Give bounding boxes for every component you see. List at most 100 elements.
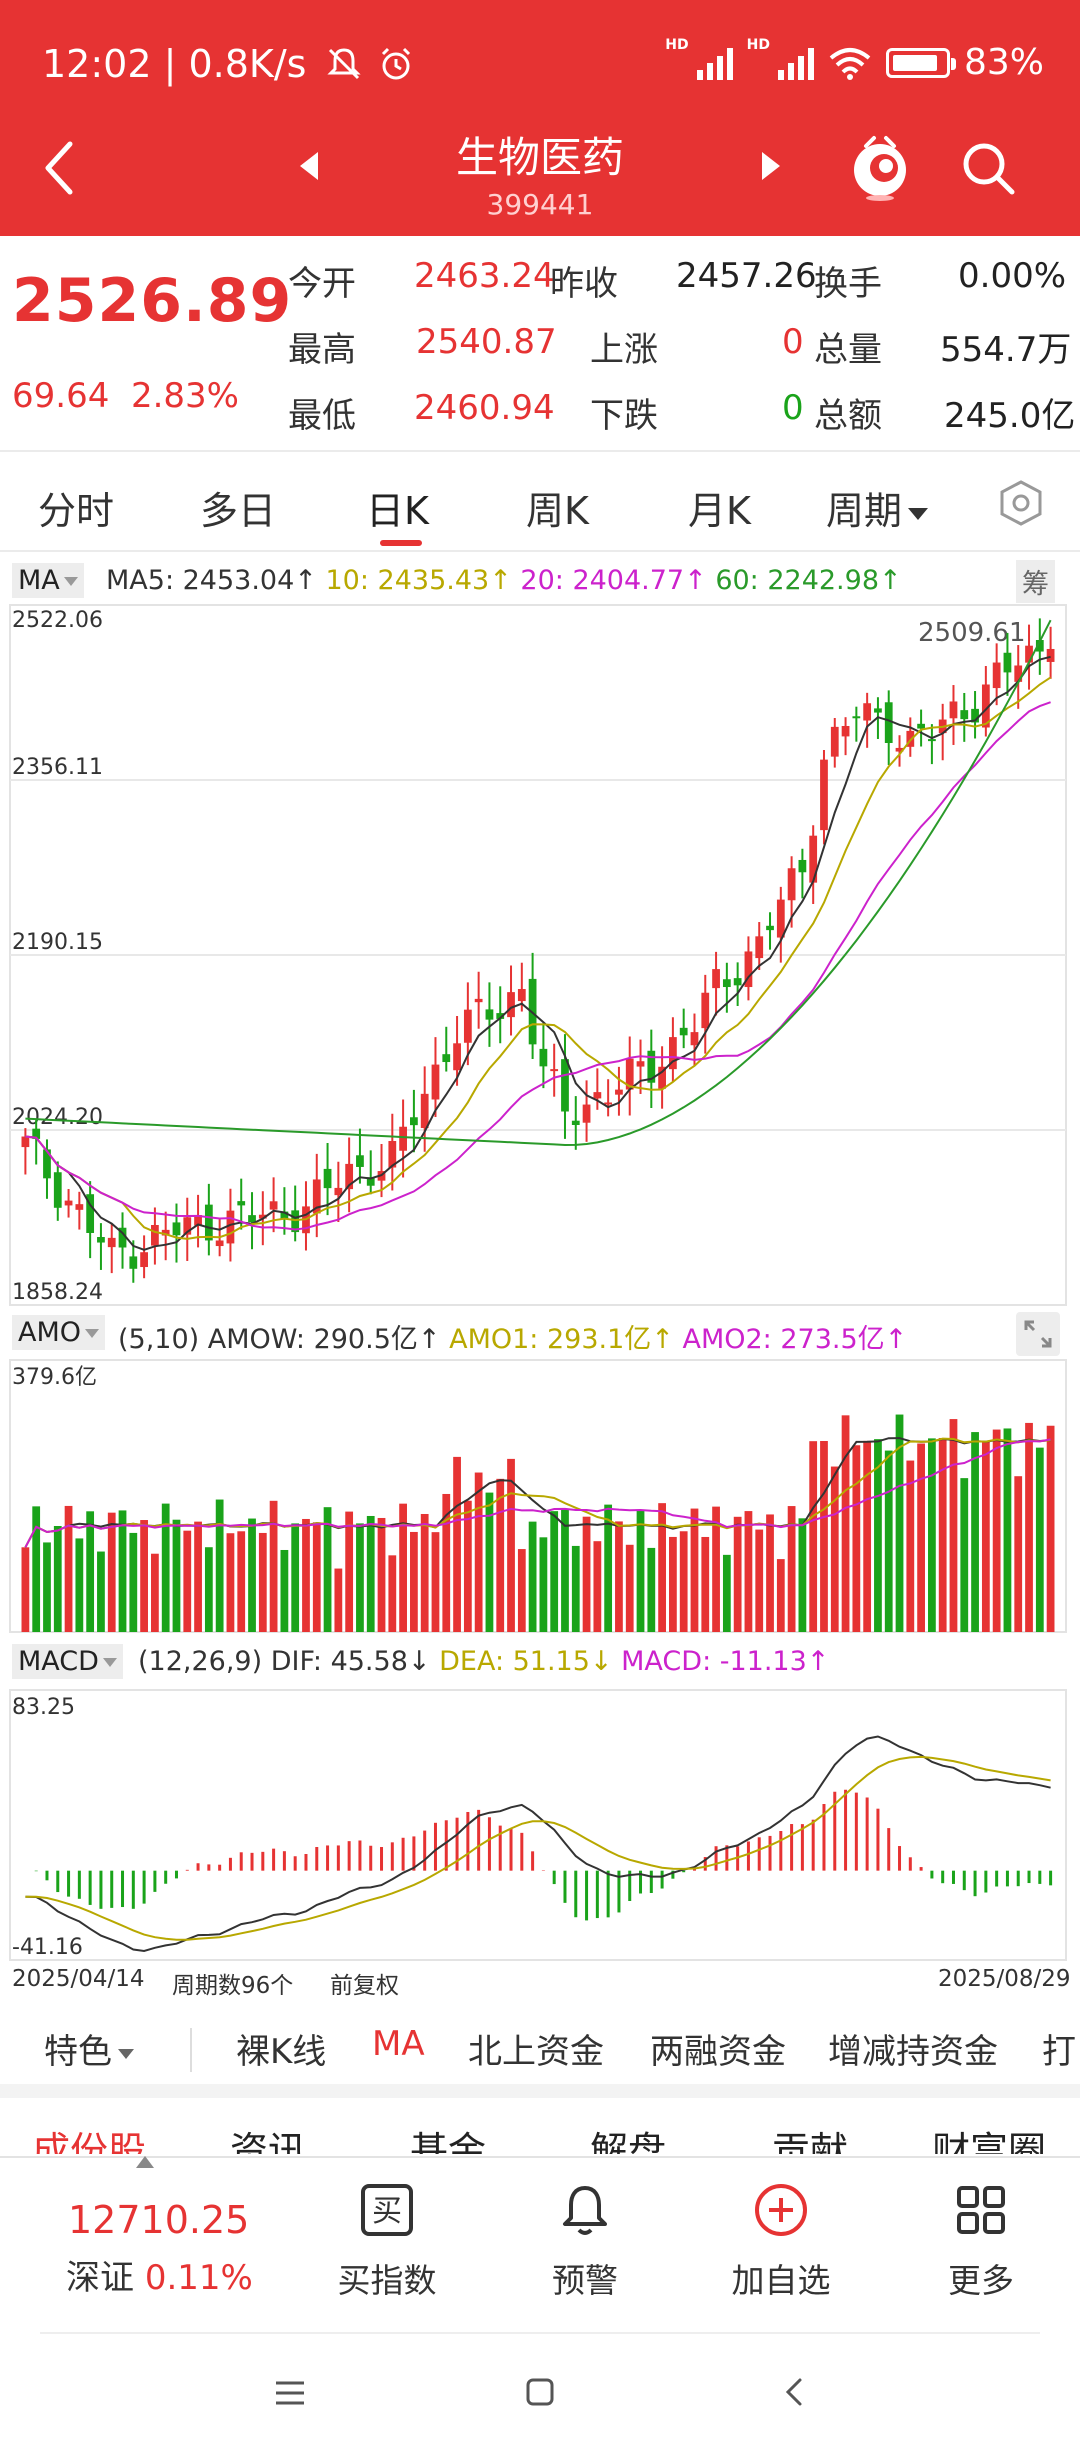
section-tab-constituents[interactable]: 成份股: [32, 2129, 147, 2154]
ma10-line: [25, 676, 1052, 1240]
tab-intraday[interactable]: 分时: [38, 489, 115, 533]
volume-bar: [399, 1503, 407, 1632]
ma-selector[interactable]: MA: [12, 563, 84, 598]
more-button[interactable]: 更多: [906, 2180, 1056, 2302]
subtab-northbound[interactable]: 北上资金: [468, 2032, 604, 2072]
alert-button[interactable]: 预警: [510, 2180, 660, 2302]
tab-monthly-k[interactable]: 月K: [688, 489, 751, 533]
max-price-label: 2509.61: [918, 618, 1026, 648]
ma60-line: [25, 619, 1052, 1147]
candle-body: [183, 1217, 192, 1235]
tab-multiday[interactable]: 多日: [200, 489, 277, 533]
volume-bar: [53, 1525, 62, 1632]
home-icon[interactable]: [524, 2376, 556, 2408]
subtab-more[interactable]: 打: [1042, 2032, 1076, 2072]
chip-button[interactable]: 筹: [1016, 560, 1055, 603]
volume-bar: [625, 1544, 634, 1632]
field-turnover-value: 0.00%: [958, 256, 1067, 296]
volume-bar: [151, 1553, 159, 1632]
buy-index-button[interactable]: 买 买指数: [312, 2180, 462, 2302]
settings-icon[interactable]: [996, 478, 1046, 528]
subtab-margin[interactable]: 两融资金: [650, 2032, 786, 2072]
candle-body: [722, 979, 731, 988]
candle-body: [906, 730, 915, 747]
volume-bar: [237, 1531, 246, 1632]
candle-body: [312, 1179, 321, 1214]
prev-icon[interactable]: [300, 152, 318, 180]
candle-body: [43, 1149, 51, 1179]
add-watchlist-button[interactable]: 加自选: [706, 2180, 856, 2302]
tab-daily-k[interactable]: 日K: [366, 489, 429, 533]
section-tab-wealth-circle[interactable]: 财富圈: [932, 2129, 1047, 2154]
y-tick-label: 2190.15: [12, 930, 103, 955]
candle-body: [690, 1032, 699, 1046]
mascot-icon[interactable]: [848, 132, 912, 202]
tab-period-dropdown[interactable]: 周期: [826, 480, 929, 535]
candle-body: [53, 1172, 62, 1208]
subtab-bare-k[interactable]: 裸K线: [236, 2032, 327, 2072]
field-turnover-label: 换手: [814, 264, 882, 304]
svg-text:买: 买: [372, 2194, 402, 2229]
y-tick-label: 2024.20: [12, 1105, 103, 1130]
expand-icon[interactable]: [1016, 1312, 1060, 1356]
section-tab-news[interactable]: 资讯: [230, 2129, 307, 2154]
volume-bar: [647, 1547, 656, 1632]
macd-selector[interactable]: MACD: [12, 1644, 123, 1679]
volume-bar: [820, 1441, 828, 1632]
macd-legend: (12,26,9) DIF: 45.58↓ DEA: 51.15↓ MACD: …: [138, 1646, 829, 1677]
section-tab-funds[interactable]: 基金: [410, 2129, 487, 2154]
volume-bar: [118, 1510, 127, 1632]
market-index-name[interactable]: 深证 0.11%: [66, 2258, 253, 2298]
subtab-ma[interactable]: MA: [372, 2024, 425, 2064]
add-watch-icon: [755, 2184, 807, 2236]
volume-bar: [1035, 1447, 1044, 1632]
volume-bar: [215, 1499, 224, 1632]
section-tabs: 成份股 资讯 基金 解盘 贡献 财富圈: [0, 2098, 1080, 2154]
amo-selector[interactable]: AMO: [12, 1315, 106, 1350]
subtab-feature[interactable]: 特色: [44, 2024, 134, 2073]
chart-start-date: 2025/04/14: [12, 1966, 145, 1992]
back-nav-icon[interactable]: [780, 2374, 810, 2410]
back-icon[interactable]: [40, 138, 80, 198]
volume-bar: [280, 1549, 289, 1632]
legend-ma60: 60: 2242.98↑: [715, 565, 902, 596]
candle-body: [388, 1140, 397, 1168]
caret-up-icon[interactable]: [136, 2156, 154, 2168]
field-low-value: 2460.94: [414, 388, 555, 428]
status-bar: 12:02 | 0.8K/s HD HD: [0, 0, 1080, 130]
tab-active-indicator: [380, 540, 422, 546]
candle-body: [151, 1224, 159, 1246]
system-nav-bar: [0, 2332, 1080, 2460]
volume-bar: [183, 1530, 192, 1632]
candle-body: [604, 1102, 613, 1105]
macd-max-label: 83.25: [12, 1695, 75, 1720]
section-tab-contribution[interactable]: 贡献: [772, 2129, 849, 2154]
volume-bar: [64, 1505, 73, 1632]
next-icon[interactable]: [762, 152, 780, 180]
menu-icon[interactable]: [272, 2378, 308, 2408]
subtab-holdings-change[interactable]: 增减持资金: [828, 2032, 998, 2072]
field-prev-close-value: 2457.26: [676, 256, 817, 296]
field-volume-value: 554.7万: [940, 330, 1072, 370]
kline-chart[interactable]: 2522.06 2356.11 2190.15 2024.20 1858.24 2509.…: [0, 0, 1080, 2000]
candle-body: [291, 1210, 300, 1233]
field-up-label: 上涨: [590, 330, 658, 370]
volume-bar: [852, 1445, 861, 1632]
volume-bar: [712, 1506, 720, 1632]
volume-bar: [798, 1518, 807, 1632]
volume-bar: [593, 1541, 602, 1632]
dea-line: [25, 1755, 1051, 1941]
volume-bar: [571, 1545, 580, 1632]
candle-body: [194, 1215, 202, 1226]
field-up-value: 0: [782, 322, 804, 362]
tab-weekly-k[interactable]: 周K: [526, 489, 589, 533]
search-icon[interactable]: [958, 138, 1018, 198]
amo2-line: [24, 1438, 1051, 1548]
candle-body: [32, 1128, 41, 1139]
section-tab-analysis[interactable]: 解盘: [590, 2129, 667, 2154]
volume-bar: [323, 1507, 332, 1632]
signal-icon: [696, 46, 733, 80]
volume-bar: [539, 1537, 548, 1632]
index-code: 399441: [486, 188, 594, 221]
market-index-value[interactable]: 12710.25: [68, 2198, 250, 2242]
